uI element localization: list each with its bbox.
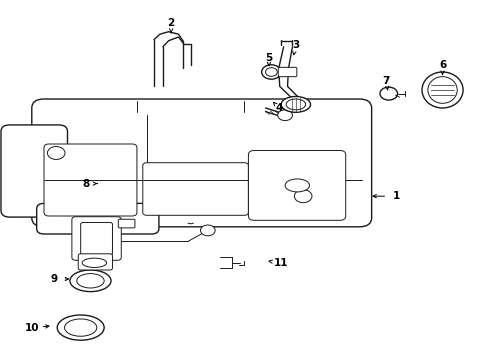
FancyBboxPatch shape <box>248 150 345 220</box>
FancyBboxPatch shape <box>32 99 371 227</box>
Ellipse shape <box>285 179 309 192</box>
Text: 7: 7 <box>382 76 389 86</box>
FancyBboxPatch shape <box>278 67 296 77</box>
Ellipse shape <box>427 77 456 103</box>
Text: 3: 3 <box>292 40 299 50</box>
FancyBboxPatch shape <box>1 125 67 217</box>
Ellipse shape <box>200 225 215 236</box>
Text: 8: 8 <box>82 179 89 189</box>
Text: 6: 6 <box>438 60 445 70</box>
Ellipse shape <box>421 72 462 108</box>
Ellipse shape <box>261 65 281 79</box>
FancyBboxPatch shape <box>44 144 137 216</box>
Ellipse shape <box>82 258 106 267</box>
Ellipse shape <box>281 96 310 112</box>
Ellipse shape <box>379 87 397 100</box>
Text: 10: 10 <box>24 323 39 333</box>
FancyBboxPatch shape <box>37 203 159 234</box>
Ellipse shape <box>57 315 104 340</box>
Ellipse shape <box>64 319 97 336</box>
FancyBboxPatch shape <box>72 217 121 260</box>
Ellipse shape <box>77 274 104 288</box>
Text: 11: 11 <box>273 258 288 268</box>
Ellipse shape <box>265 68 277 76</box>
FancyBboxPatch shape <box>78 254 112 270</box>
Text: 2: 2 <box>167 18 174 28</box>
Text: 9: 9 <box>50 274 57 284</box>
Ellipse shape <box>70 270 111 292</box>
Ellipse shape <box>47 147 65 159</box>
Text: 4: 4 <box>274 103 282 113</box>
Ellipse shape <box>294 190 311 203</box>
FancyBboxPatch shape <box>118 219 135 228</box>
FancyBboxPatch shape <box>81 222 112 255</box>
Text: 1: 1 <box>392 191 399 201</box>
Ellipse shape <box>285 99 305 110</box>
Ellipse shape <box>277 110 292 121</box>
Text: 5: 5 <box>265 53 272 63</box>
FancyBboxPatch shape <box>142 163 248 215</box>
